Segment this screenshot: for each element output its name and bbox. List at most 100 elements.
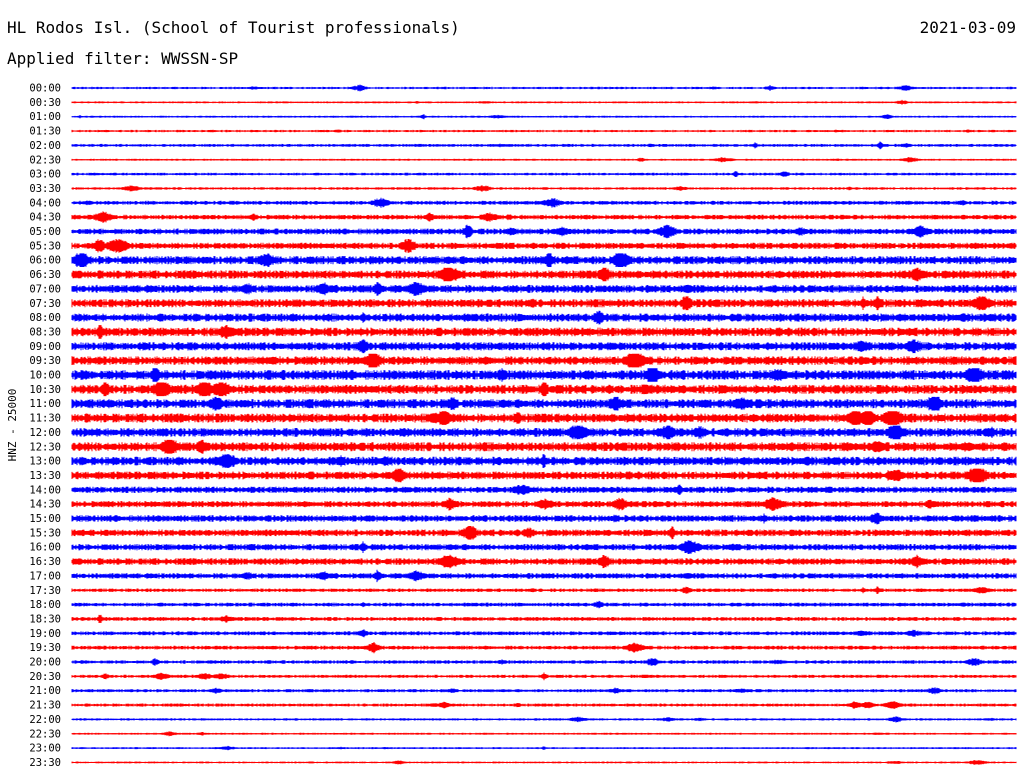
seismic-trace	[71, 224, 1017, 239]
seismic-trace	[71, 368, 1017, 382]
seismic-trace	[71, 339, 1017, 354]
time-tick-label: 19:30	[29, 642, 61, 654]
seismic-trace	[71, 658, 1017, 666]
seismic-trace	[71, 468, 1017, 483]
time-tick-label: 13:30	[29, 470, 61, 482]
seismic-trace	[71, 185, 1017, 192]
y-axis-label-group: HNZ - 25000	[6, 389, 19, 462]
time-tick-label: 05:00	[29, 226, 61, 238]
time-tick-label: 10:00	[29, 370, 61, 382]
time-tick-label: 08:30	[29, 326, 61, 338]
time-tick-labels: 00:00 00:30 01:00 01:30 02:00 02:30 03:00 03:30…	[29, 83, 61, 769]
time-tick-label: 20:00	[29, 657, 61, 669]
seismic-trace	[71, 197, 1017, 208]
time-tick-label: 01:00	[29, 111, 61, 123]
seismic-trace	[71, 171, 1017, 177]
seismic-trace	[71, 114, 1017, 120]
time-tick-label: 18:30	[29, 613, 61, 625]
seismic-trace	[71, 99, 1017, 105]
time-tick-label: 11:00	[29, 398, 61, 410]
time-tick-label: 03:30	[29, 183, 61, 195]
seismic-trace	[71, 239, 1017, 253]
time-tick-label: 15:00	[29, 513, 61, 525]
seismic-trace	[71, 84, 1017, 92]
time-tick-label: 22:30	[29, 728, 61, 740]
time-tick-label: 07:00	[29, 283, 61, 295]
seismic-trace	[71, 642, 1017, 654]
time-tick-label: 03:00	[29, 169, 61, 181]
time-tick-label: 12:30	[29, 441, 61, 453]
time-tick-label: 02:30	[29, 154, 61, 166]
seismic-trace	[71, 497, 1017, 511]
time-tick-label: 06:30	[29, 269, 61, 281]
station-title: HL Rodos Isl. (School of Tourist profess…	[7, 18, 460, 37]
seismic-trace	[71, 512, 1017, 525]
y-axis-label: HNZ - 25000	[6, 389, 19, 462]
time-tick-label: 13:00	[29, 456, 61, 468]
time-tick-label: 08:00	[29, 312, 61, 324]
seismic-trace	[71, 211, 1017, 223]
time-tick-label: 07:30	[29, 298, 61, 310]
time-tick-label: 05:30	[29, 240, 61, 252]
seismic-trace	[71, 253, 1017, 267]
time-tick-label: 11:30	[29, 413, 61, 425]
seismic-trace	[71, 141, 1017, 150]
seismic-trace	[71, 310, 1017, 325]
seismic-trace	[71, 569, 1017, 583]
time-tick-label: 15:30	[29, 527, 61, 539]
seismic-trace	[71, 731, 1017, 737]
seismic-trace	[71, 267, 1017, 282]
seismic-trace	[71, 526, 1017, 540]
seismic-trace	[71, 325, 1017, 339]
filter-label: Applied filter: WWSSN-SP	[7, 49, 239, 68]
time-tick-label: 22:00	[29, 714, 61, 726]
seismic-trace	[71, 425, 1017, 440]
seismic-trace	[71, 484, 1017, 495]
seismic-trace	[71, 157, 1017, 163]
seismic-trace	[71, 554, 1017, 569]
time-tick-label: 10:30	[29, 384, 61, 396]
seismic-trace	[71, 282, 1017, 296]
seismic-trace	[71, 586, 1017, 594]
seismic-trace	[71, 129, 1017, 133]
time-tick-label: 14:30	[29, 499, 61, 511]
time-tick-label: 20:30	[29, 671, 61, 683]
seismic-trace	[71, 701, 1017, 709]
time-tick-label: 23:00	[29, 743, 61, 755]
date-label: 2021-03-09	[919, 18, 1016, 37]
time-tick-label: 19:00	[29, 628, 61, 640]
time-tick-label: 16:00	[29, 542, 61, 554]
time-tick-label: 14:00	[29, 484, 61, 496]
time-tick-label: 09:30	[29, 355, 61, 367]
seismic-trace	[71, 382, 1017, 397]
time-tick-label: 00:30	[29, 97, 61, 109]
time-tick-label: 18:00	[29, 599, 61, 611]
seismic-trace	[71, 454, 1017, 468]
time-tick-label: 00:00	[29, 83, 61, 95]
seismic-trace	[71, 296, 1017, 311]
seismic-trace	[71, 396, 1017, 411]
seismic-trace	[71, 411, 1017, 425]
time-tick-label: 17:30	[29, 585, 61, 597]
time-tick-label: 02:00	[29, 140, 61, 152]
time-tick-label: 04:00	[29, 197, 61, 209]
seismic-trace	[71, 745, 1017, 751]
time-tick-label: 01:30	[29, 126, 61, 138]
time-tick-label: 17:00	[29, 570, 61, 582]
traces-group	[71, 84, 1017, 765]
time-tick-label: 23:30	[29, 757, 61, 769]
time-tick-label: 09:00	[29, 341, 61, 353]
seismic-trace	[71, 760, 1017, 765]
seismic-trace	[71, 614, 1017, 623]
time-tick-label: 06:00	[29, 255, 61, 267]
time-tick-label: 21:00	[29, 685, 61, 697]
seismic-trace	[71, 687, 1017, 695]
time-tick-label: 12:00	[29, 427, 61, 439]
seismic-trace	[71, 629, 1017, 638]
seismic-trace	[71, 716, 1017, 723]
time-tick-label: 16:30	[29, 556, 61, 568]
time-tick-label: 04:30	[29, 212, 61, 224]
seismic-trace	[71, 672, 1017, 681]
time-tick-label: 21:30	[29, 700, 61, 712]
